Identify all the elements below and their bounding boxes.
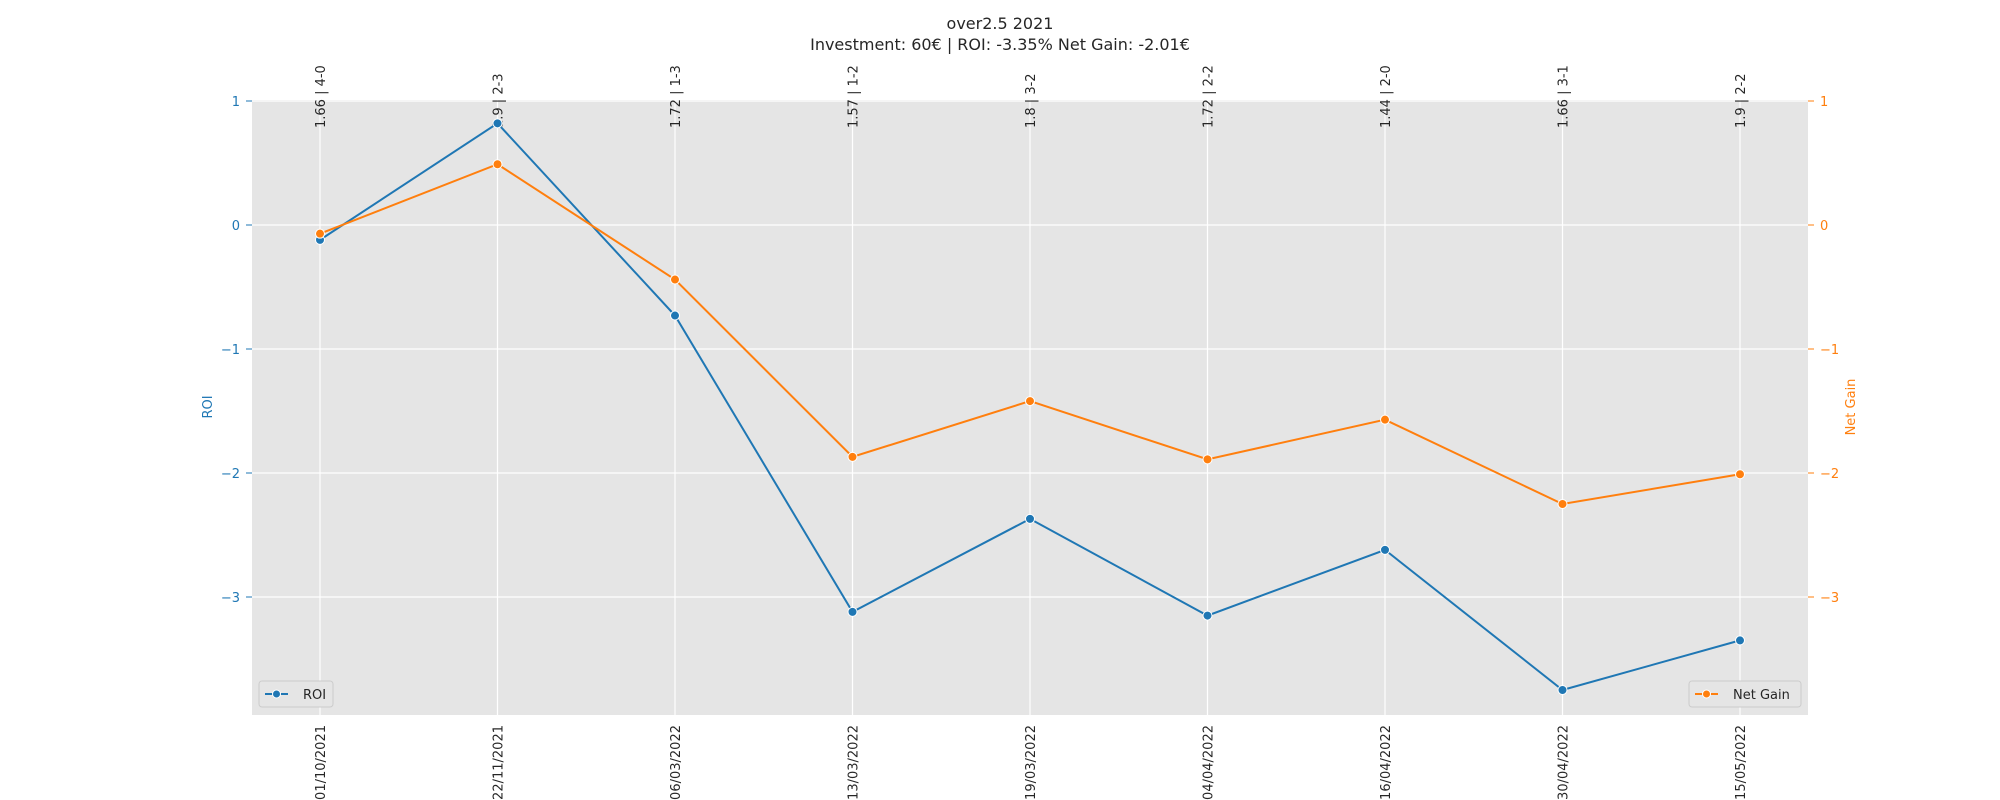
- data-point: [1202, 610, 1213, 621]
- x-tick-label: 15/05/2022: [1734, 725, 1749, 800]
- right-y-tick-label: −3: [1820, 591, 1839, 606]
- legend-label-net-gain: Net Gain: [1733, 688, 1790, 703]
- x-tick-label: 01/10/2021: [314, 725, 329, 800]
- chart-subtitle: Investment: 60€ | ROI: -3.35% Net Gain: …: [810, 35, 1190, 54]
- x-tick-label: 16/04/2022: [1379, 725, 1394, 800]
- legend-box: [1688, 680, 1802, 708]
- x-tick-label: 30/04/2022: [1557, 725, 1572, 800]
- legend-marker-roi: [272, 689, 281, 699]
- data-point: [1380, 544, 1390, 555]
- legend-label-roi: ROI: [303, 688, 326, 703]
- data-point: [1202, 454, 1213, 465]
- top-tick-label: 1.8 | 3-2: [1024, 73, 1039, 128]
- legend-left: ROI: [258, 680, 334, 708]
- right-y-tick-label: 1: [1820, 95, 1828, 110]
- left-y-tick-label: 1: [232, 95, 240, 110]
- y-axis-label-left: ROI: [201, 395, 216, 418]
- top-tick-label: 1.9 | 2-2: [1734, 73, 1749, 128]
- x-tick-label: 13/03/2022: [847, 725, 862, 800]
- chart-title: over2.5 2021: [947, 14, 1054, 33]
- y-axis-label-right: Net Gain: [1844, 379, 1859, 436]
- data-point: [1025, 396, 1035, 407]
- top-tick-label: 1.72 | 1-3: [669, 65, 684, 128]
- left-y-tick-label: −3: [221, 591, 240, 606]
- left-y-tick-label: 0: [232, 219, 240, 234]
- data-point: [670, 310, 680, 321]
- x-tick-label: 22/11/2021: [492, 725, 507, 800]
- data-point: [670, 274, 680, 285]
- right-y-tick-label: −2: [1820, 467, 1839, 482]
- data-point: [315, 228, 325, 239]
- top-tick-label: 1.44 | 2-0: [1379, 65, 1394, 128]
- data-point: [492, 159, 503, 170]
- data-point: [492, 118, 503, 129]
- left-y-tick-label: −1: [221, 343, 240, 358]
- data-point: [1557, 499, 1568, 509]
- data-point: [1735, 635, 1745, 646]
- top-tick-label: 1.72 | 2-2: [1202, 65, 1217, 128]
- x-tick-label: 04/04/2022: [1202, 725, 1217, 800]
- x-tick-label: 19/03/2022: [1024, 725, 1039, 800]
- data-point: [1735, 469, 1745, 480]
- legend-marker-net-gain: [1702, 689, 1711, 699]
- x-tick-label: 06/03/2022: [669, 725, 684, 800]
- top-tick-label: 1.9 | 2-3: [492, 73, 507, 128]
- right-y-tick-label: 0: [1820, 219, 1828, 234]
- legend-box: [258, 680, 334, 708]
- data-point: [847, 606, 858, 617]
- data-point: [1025, 513, 1035, 524]
- top-tick-label: 1.66 | 3-1: [1557, 65, 1572, 128]
- right-y-tick-label: −1: [1820, 343, 1839, 358]
- legend-right: Net Gain: [1688, 680, 1802, 708]
- data-point: [1557, 685, 1568, 695]
- top-tick-label: 1.66 | 4-0: [314, 65, 329, 128]
- data-point: [1380, 414, 1390, 425]
- left-y-tick-label: −2: [221, 467, 240, 482]
- data-point: [847, 451, 858, 462]
- top-tick-label: 1.57 | 1-2: [847, 65, 862, 128]
